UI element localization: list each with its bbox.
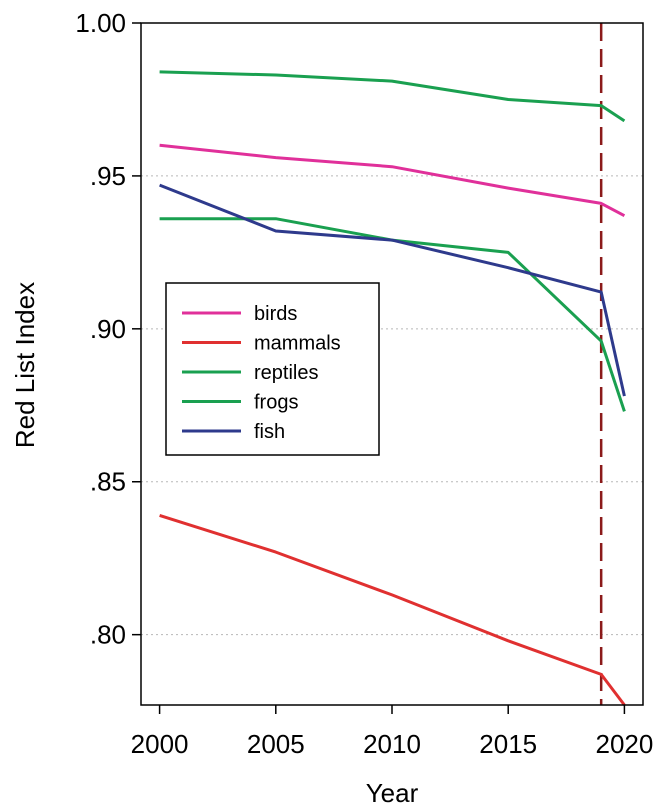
series-line-reptiles (159, 70, 626, 123)
legend-label-mammals: mammals (254, 333, 341, 355)
series-line-frogs (159, 217, 626, 412)
series-line-fish (159, 183, 626, 397)
legend-label-birds: birds (254, 303, 297, 325)
x-tick-label: 2005 (247, 729, 305, 759)
legend-label-reptiles: reptiles (254, 362, 318, 384)
x-axis: 2000 2005 2010 2015 2020 (131, 705, 653, 759)
y-tick-label: .80 (90, 620, 126, 650)
legend: birds mammals reptiles frogs fish (165, 282, 380, 456)
series-line-mammals (159, 513, 626, 706)
y-tick-label: .85 (90, 467, 126, 497)
x-tick-label: 2015 (479, 729, 537, 759)
legend-label-fish: fish (254, 421, 285, 443)
y-tick-label: 1.00 (75, 8, 126, 38)
legend-label-frogs: frogs (254, 392, 298, 414)
series-layer (159, 70, 626, 706)
series-line-birds (159, 143, 626, 218)
y-axis-title: Red List Index (10, 282, 40, 448)
x-axis-title: Year (366, 778, 419, 807)
x-tick-label: 2000 (131, 729, 189, 759)
x-tick-label: 2010 (363, 729, 421, 759)
y-tick-label: .90 (90, 314, 126, 344)
y-axis: 1.00 .95 .90 .85 .80 (75, 8, 141, 650)
x-tick-label: 2020 (595, 729, 653, 759)
y-tick-label: .95 (90, 161, 126, 191)
